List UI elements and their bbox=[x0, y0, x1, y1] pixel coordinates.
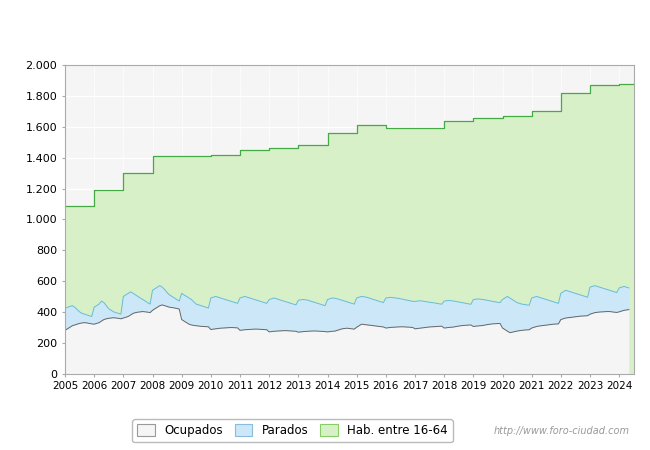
Legend: Ocupados, Parados, Hab. entre 16-64: Ocupados, Parados, Hab. entre 16-64 bbox=[132, 419, 453, 442]
Text: http://www.foro-ciudad.com: http://www.foro-ciudad.com bbox=[494, 427, 630, 436]
Text: Bustarviejo - Evolucion de la poblacion en edad de Trabajar Mayo de 2024: Bustarviejo - Evolucion de la poblacion … bbox=[77, 22, 573, 35]
